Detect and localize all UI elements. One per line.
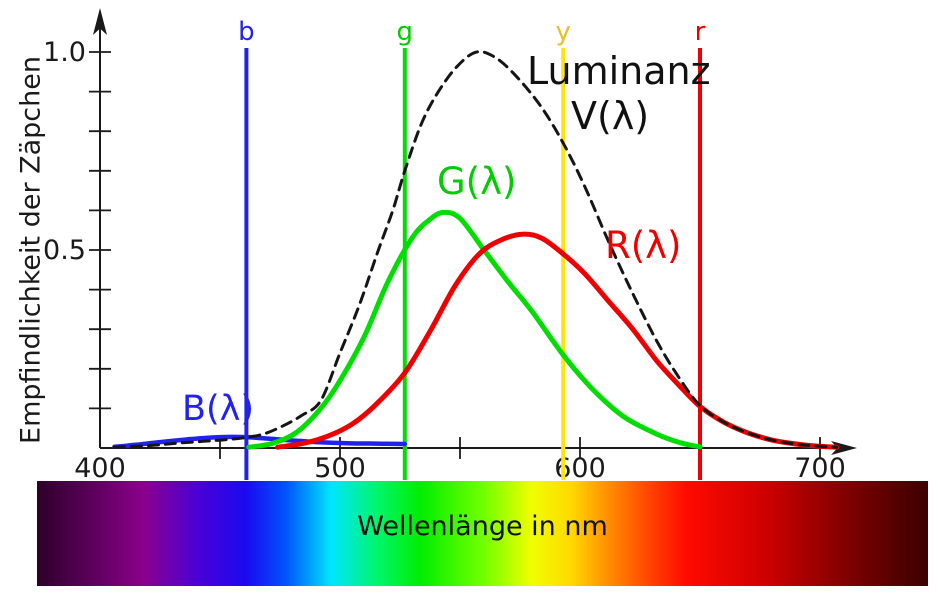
x-tick-label: 400: [74, 453, 126, 484]
b-curve-label: B(λ): [182, 389, 255, 429]
spectral-line-letter-y: y: [556, 17, 571, 47]
g-curve-label: G(λ): [437, 160, 517, 203]
y-tick-label: 0.5: [43, 235, 86, 266]
spectral-line-letter-g: g: [397, 17, 414, 47]
spectrum-caption: Wellenlänge in nm: [357, 511, 608, 542]
curve-1-g: [246, 209, 703, 450]
y-axis-title: Empfindlichkeit der Zäpchen: [15, 56, 47, 444]
curve-3-luminance: [112, 50, 839, 449]
x-tick-label: 500: [314, 453, 366, 484]
x-tick-label: 700: [794, 453, 846, 484]
v-lambda-label: V(λ): [571, 94, 650, 138]
wavelength-spectrum-bar: Wellenlänge in nm: [37, 481, 928, 586]
y-axis-arrow: [93, 8, 107, 35]
r-curve-label: R(λ): [605, 224, 682, 267]
spectral-line-letter-r: r: [695, 17, 706, 47]
luminanz-label: Luminanz: [527, 49, 711, 93]
y-tick-label: 1.0: [43, 37, 86, 68]
x-axis-arrow: [831, 441, 857, 455]
spectral-line-letter-b: b: [238, 17, 255, 47]
